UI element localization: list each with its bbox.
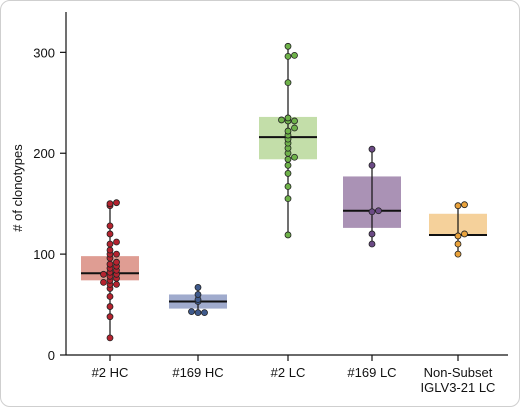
- data-point: [284, 161, 292, 169]
- data-point: [368, 145, 376, 153]
- x-tick-label-line: #2 HC: [92, 365, 129, 380]
- data-point: [291, 153, 298, 161]
- data-point: [284, 42, 292, 50]
- x-tick-label: Non-Subset IGLV3-21 LC: [421, 365, 496, 395]
- y-tick-label: 300: [33, 45, 55, 60]
- data-point: [106, 303, 114, 310]
- data-point: [113, 280, 120, 288]
- boxes-layer: [81, 42, 487, 342]
- box-group: [81, 199, 139, 342]
- data-point: [194, 284, 202, 291]
- data-point: [284, 114, 292, 122]
- data-point: [106, 230, 114, 238]
- data-point: [106, 200, 114, 208]
- axes-layer: [65, 12, 508, 356]
- data-point: [291, 124, 298, 132]
- data-point: [188, 308, 195, 316]
- x-tick-label-line: IGLV3-21 LC: [421, 380, 496, 395]
- box-group: [429, 201, 487, 258]
- data-point: [106, 246, 114, 254]
- data-point: [368, 230, 376, 238]
- data-point: [106, 222, 114, 230]
- data-point: [454, 232, 462, 240]
- data-point: [106, 293, 114, 300]
- data-point: [284, 170, 292, 177]
- x-tick-label: #169 LC: [347, 365, 396, 380]
- x-tick-label: #2 LC: [271, 365, 306, 380]
- data-point: [106, 313, 114, 321]
- data-point: [284, 195, 292, 203]
- data-point: [375, 207, 382, 215]
- data-point: [284, 183, 292, 190]
- box-group: [343, 145, 401, 248]
- data-point: [368, 161, 376, 169]
- y-tick-label: 0: [48, 348, 55, 363]
- data-point: [291, 117, 298, 125]
- x-tick-label: #169 HC: [172, 365, 223, 380]
- data-point: [454, 202, 462, 210]
- data-point: [106, 260, 114, 268]
- box-group: [259, 42, 317, 239]
- x-tick-label: #2 HC: [92, 365, 129, 380]
- data-point: [284, 52, 292, 60]
- data-point: [194, 291, 202, 298]
- data-point: [454, 250, 462, 258]
- data-point: [113, 258, 120, 266]
- data-point: [284, 79, 292, 87]
- data-point: [113, 250, 120, 258]
- data-point: [368, 240, 376, 248]
- ticks-layer: 0 100 200 300 #2 HC #169 HC #2 LC #169 LC Non-Su…: [33, 45, 495, 395]
- data-point: [106, 240, 114, 248]
- data-point: [368, 208, 376, 216]
- data-point: [461, 230, 468, 238]
- data-point: [284, 155, 292, 163]
- y-tick-label: 200: [33, 146, 55, 161]
- x-tick-label-line: #169 LC: [347, 365, 396, 380]
- data-point: [194, 309, 202, 317]
- x-tick-label-line: Non-Subset: [424, 365, 493, 380]
- data-point: [291, 51, 298, 59]
- x-tick-label-line: #169 HC: [172, 365, 223, 380]
- data-point: [284, 231, 292, 239]
- data-point: [106, 334, 114, 342]
- data-point: [461, 201, 468, 209]
- data-point: [201, 309, 208, 317]
- data-point: [113, 238, 120, 246]
- data-point: [284, 127, 292, 135]
- box-group: [169, 284, 227, 317]
- data-point: [113, 199, 120, 207]
- data-point: [100, 270, 107, 278]
- data-point: [278, 116, 285, 124]
- x-tick-label-line: #2 LC: [271, 365, 306, 380]
- y-tick-label: 100: [33, 247, 55, 262]
- data-point: [100, 278, 107, 286]
- data-point: [454, 240, 462, 248]
- y-axis-title: # of clonotypes: [10, 144, 25, 232]
